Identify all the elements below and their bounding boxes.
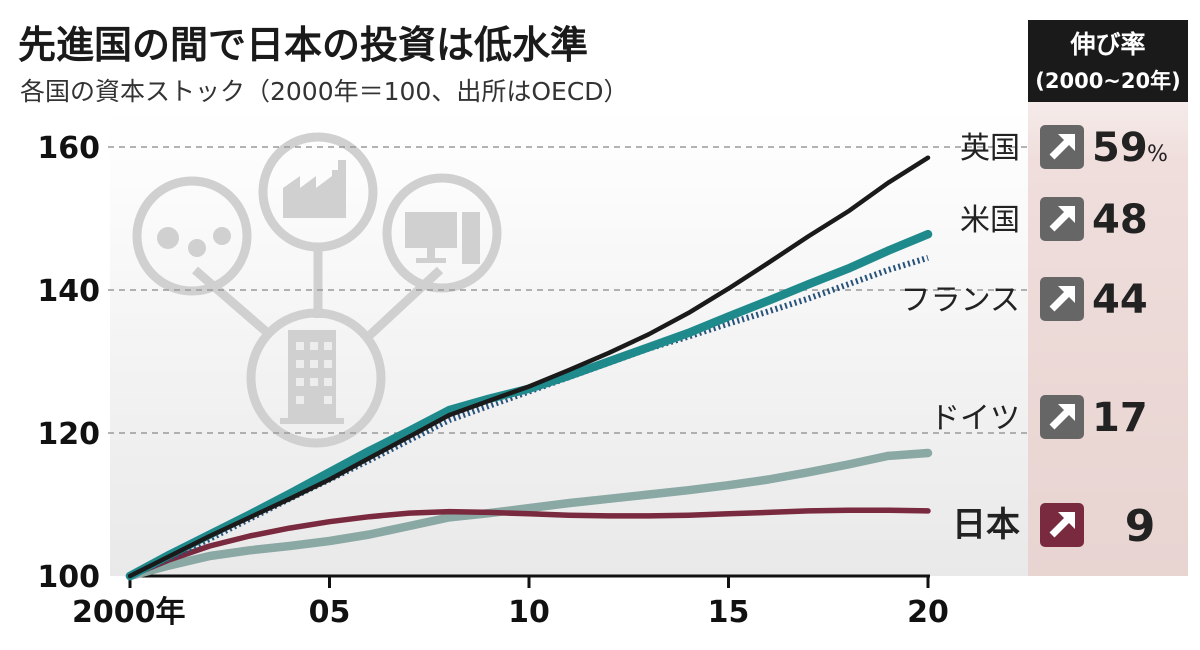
growth-value-japan: 9 xyxy=(1125,501,1156,552)
series-line-japan xyxy=(127,507,931,579)
connector-line xyxy=(192,266,273,339)
office-building-windows xyxy=(296,342,332,404)
growth-value-france: 44 xyxy=(1092,277,1148,323)
x-axis-ticks: 2000年 05 10 15 20 xyxy=(72,576,949,630)
growth-arrow-icon xyxy=(1040,125,1084,169)
icon-glyphs xyxy=(157,160,480,424)
building-circle-icon xyxy=(246,308,386,448)
decorative-icons xyxy=(132,132,502,448)
gear-circle-icon xyxy=(132,176,252,296)
series-label-germany: ドイツ xyxy=(930,401,1020,436)
chart-subtitle: 各国の資本ストック（2000年＝100、出所はOECD） xyxy=(20,77,629,106)
connector-line xyxy=(366,266,444,339)
growth-panel-period: (2000~20年) xyxy=(1035,69,1180,93)
y-tick-label: 160 xyxy=(37,131,100,166)
growth-value-uk: 59 xyxy=(1092,125,1148,171)
x-tick-label: 15 xyxy=(708,595,750,630)
growth-arrow-icon xyxy=(1040,395,1084,439)
growth-value-germany: 17 xyxy=(1092,395,1148,441)
series-line-germany xyxy=(125,448,933,581)
x-tick-label: 05 xyxy=(309,595,351,630)
y-tick-label: 140 xyxy=(37,274,100,309)
growth-panel-title: 伸び率 xyxy=(1069,30,1145,59)
chart-title: 先進国の間で日本の投資は低水準 xyxy=(18,23,588,67)
growth-unit: % xyxy=(1147,142,1168,167)
series-label-uk: 英国 xyxy=(960,131,1020,166)
growth-value-us: 48 xyxy=(1092,197,1148,243)
x-tick-label: 10 xyxy=(508,595,550,630)
y-tick-label: 120 xyxy=(37,417,100,452)
computer-circle-icon xyxy=(382,173,502,293)
y-axis-ticks: 100 120 140 160 xyxy=(37,131,100,595)
series-label-france: フランス xyxy=(901,283,1020,318)
x-tick-label: 20 xyxy=(907,595,949,630)
gear-icon xyxy=(157,227,231,257)
growth-panel-header xyxy=(1028,20,1188,102)
series-label-us: 米国 xyxy=(960,203,1020,238)
growth-arrow-icon xyxy=(1040,277,1084,321)
series-label-japan: 日本 xyxy=(952,505,1020,545)
series-labels: 英国 59 % 米国 48 フランス 44 ドイツ 17 日本 9 xyxy=(901,125,1168,552)
series-line-uk xyxy=(127,155,931,579)
y-tick-label: 100 xyxy=(37,560,100,595)
growth-arrow-icon xyxy=(1040,197,1084,241)
factory-icon xyxy=(283,160,346,218)
computer-icon xyxy=(405,212,480,264)
growth-arrow-icon xyxy=(1040,503,1084,547)
series-lines xyxy=(125,155,933,581)
factory-circle-icon xyxy=(258,132,378,252)
x-tick-label: 2000年 xyxy=(72,595,186,630)
